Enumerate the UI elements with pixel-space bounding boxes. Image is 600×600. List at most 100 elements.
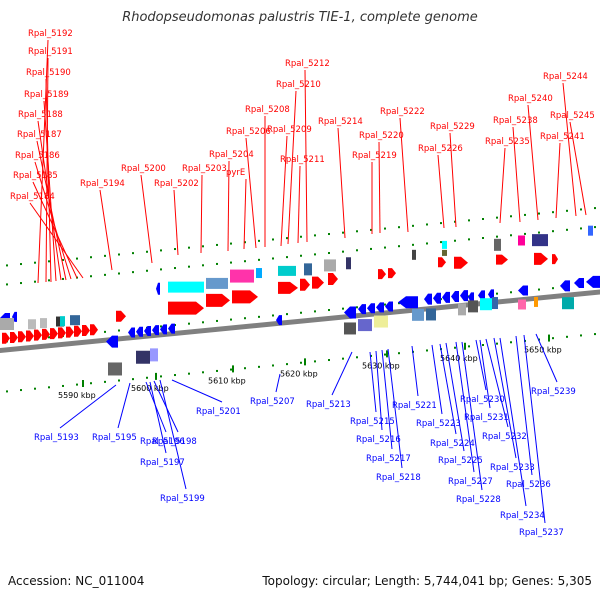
leader-line <box>117 382 131 429</box>
feature-box <box>168 281 204 293</box>
forward-gene <box>10 332 18 344</box>
guide-dot <box>90 275 92 278</box>
guide-dot <box>300 235 302 238</box>
forward-gene <box>82 325 90 337</box>
gene-label-reverse: Rpal_5218 <box>376 473 421 483</box>
gene-label-forward: Rpal_5226 <box>418 144 463 154</box>
gene-label-forward: Rpal_5203 <box>182 164 227 174</box>
guide-dot <box>230 318 232 321</box>
gene-label-forward: Rpal_5238 <box>493 116 538 126</box>
feature-box <box>136 350 150 364</box>
gene-label-forward: Rpal_5209 <box>267 125 312 135</box>
upper-track-dots <box>6 207 596 267</box>
feature-box <box>588 225 593 236</box>
gene-label-forward: Rpal_5202 <box>154 179 199 189</box>
gene-label-reverse: Rpal_5195 <box>92 433 137 443</box>
leader-line <box>43 100 57 282</box>
gene-label-reverse: Rpal_5233 <box>490 463 535 473</box>
leader-line <box>499 337 527 507</box>
guide-dot <box>538 212 540 215</box>
reverse-gene <box>478 290 485 301</box>
reverse-gene <box>442 291 450 303</box>
gene-label-reverse: Rpal_5201 <box>196 407 241 417</box>
guide-dot <box>118 329 120 332</box>
guide-dot <box>286 256 288 259</box>
guide-dot <box>300 311 302 314</box>
guide-dot <box>174 374 176 377</box>
guide-dot <box>552 230 554 233</box>
guide-dot <box>160 268 162 271</box>
gene-label-reverse: Rpal_5213 <box>306 400 351 410</box>
leader-line <box>555 142 561 219</box>
guide-dot <box>174 267 176 270</box>
guide-dot <box>258 365 260 368</box>
leader-line <box>512 126 521 223</box>
guide-dot <box>496 216 498 219</box>
feature-box <box>442 240 447 249</box>
axis-tick-label: 5590 kbp <box>58 391 96 400</box>
gene-label-reverse: Rpal_5216 <box>356 435 401 445</box>
reverse-gene <box>156 282 160 295</box>
gene-label-reverse: Rpal_5223 <box>416 419 461 429</box>
feature-box <box>304 263 312 276</box>
guide-dot <box>20 389 22 392</box>
leader-line <box>287 90 297 245</box>
leader-line <box>45 57 49 283</box>
leader-line <box>479 339 491 409</box>
guide-dot <box>118 379 120 382</box>
guide-dot <box>146 250 148 253</box>
guide-dot <box>398 352 400 355</box>
genome-summary: Topology: circular; Length: 5,744,041 bp… <box>262 574 592 588</box>
axis-tick <box>386 350 388 358</box>
axis-tick <box>82 380 84 388</box>
accession-label: Accession: NC_011004 <box>8 574 145 588</box>
feature-box <box>206 277 228 289</box>
reverse-gene <box>160 324 167 335</box>
guide-dot <box>244 260 246 263</box>
guide-dot <box>412 224 414 227</box>
guide-dot <box>538 288 540 291</box>
gene-label-forward: Rpal_5211 <box>280 155 325 165</box>
guide-dot <box>48 336 50 339</box>
guide-dot <box>230 261 232 264</box>
gene-label-reverse: Rpal_5230 <box>460 395 505 405</box>
guide-dot <box>132 271 134 274</box>
reverse-gene <box>276 315 282 326</box>
feature-box <box>28 319 36 330</box>
reverse-gene <box>376 302 384 313</box>
guide-dot <box>146 376 148 379</box>
genome-title: Rhodopseudomonas palustris TIE-1, comple… <box>122 10 478 25</box>
gene-label-forward: Rpal_5219 <box>352 151 397 161</box>
leader-line <box>375 350 383 431</box>
guide-dot <box>132 252 134 255</box>
guide-dot <box>510 215 512 218</box>
guide-dot <box>272 238 274 241</box>
guide-dot <box>384 303 386 306</box>
guide-dot <box>510 234 512 237</box>
guide-dot <box>594 226 596 229</box>
guide-dot <box>328 359 330 362</box>
guide-dot <box>188 372 190 375</box>
forward-gene <box>232 290 258 304</box>
guide-dot <box>426 349 428 352</box>
forward-gene <box>116 310 126 322</box>
leader-line <box>445 342 465 452</box>
leader-line <box>140 174 153 264</box>
leader-line <box>523 334 546 524</box>
guide-dot <box>160 325 162 328</box>
gene-label-forward: Rpal_5206 <box>226 127 271 137</box>
guide-dot <box>188 265 190 268</box>
guide-dot <box>510 291 512 294</box>
guide-dot <box>384 353 386 356</box>
forward-gene <box>552 254 558 265</box>
guide-dot <box>356 249 358 252</box>
guide-dot <box>328 233 330 236</box>
leader-line <box>59 384 117 429</box>
guide-dot <box>566 209 568 212</box>
forward-gene <box>328 273 338 286</box>
gene-label-forward: Rpal_5200 <box>121 164 166 174</box>
gene-label-reverse: Rpal_5196 <box>140 437 185 447</box>
guide-dot <box>300 361 302 364</box>
leader-line <box>280 135 288 247</box>
forward-gene <box>168 301 204 315</box>
